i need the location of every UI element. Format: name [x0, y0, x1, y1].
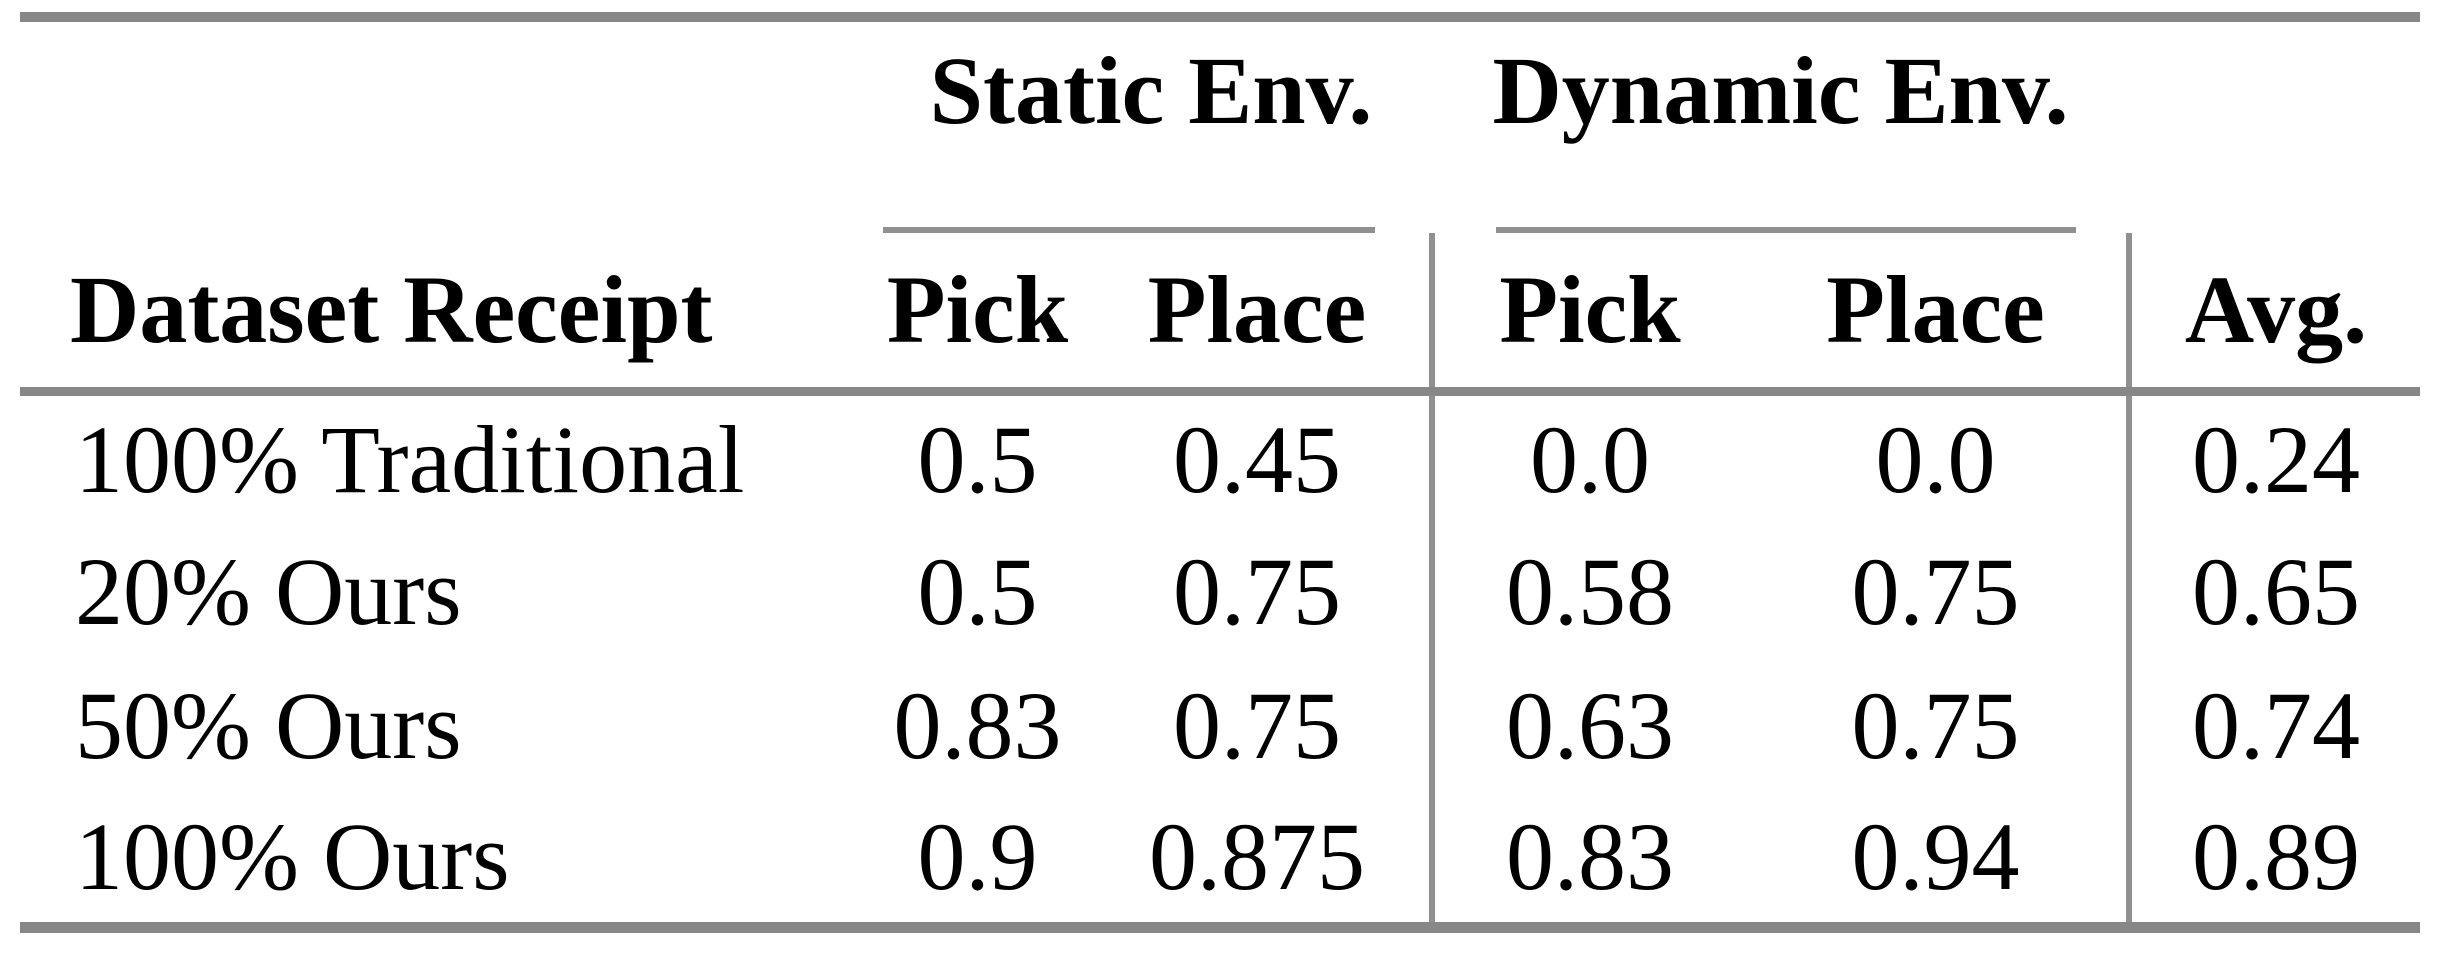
cell-static-pick: 0.83	[893, 672, 1062, 780]
group-header-static-env: Static Env.	[870, 17, 1432, 233]
cell-static-place: 0.75	[1173, 538, 1341, 646]
cell-dynamic-pick: 0.83	[1429, 793, 1746, 927]
cell-avg: 0.65	[2126, 525, 2421, 659]
group-header-static-env-label: Static Env.	[929, 37, 1373, 144]
cell-static-place: 0.45	[1173, 406, 1341, 514]
cell-dynamic-place: 0.75	[1851, 672, 2020, 780]
cell-static-pick: 0.9	[917, 803, 1038, 911]
table-row-20pct-ours: 20% Ours 0.5 0.75 0.58 0.75 0.65	[20, 525, 2421, 659]
group-header-spacer	[20, 17, 870, 233]
group-header-avg-spacer	[2129, 17, 2420, 233]
cell-dynamic-pick: 0.58	[1429, 525, 1746, 659]
col-header-static-place: Place	[1085, 233, 1433, 396]
row-label: 100% Ours	[75, 803, 510, 911]
cell-avg: 0.89	[2126, 793, 2421, 927]
col-header-dynamic-place: Place	[1745, 233, 2130, 396]
cell-avg: 0.74	[2126, 659, 2421, 793]
cell-dynamic-place: 0.94	[1851, 803, 2020, 911]
column-header-row: Dataset Receipt Pick Place Pick Place Av…	[20, 233, 2421, 396]
table-row-50pct-ours: 50% Ours 0.83 0.75 0.63 0.75 0.74	[20, 659, 2421, 793]
col-header-avg: Avg.	[2126, 233, 2421, 396]
cell-avg: 0.24	[2126, 391, 2421, 525]
group-header-dynamic-env-label: Dynamic Env.	[1492, 37, 2069, 144]
static-env-underline-rule	[883, 227, 1376, 233]
cell-dynamic-place: 0.75	[1851, 538, 2020, 646]
dynamic-env-underline-rule	[1496, 227, 2077, 233]
col-header-dynamic-pick: Pick	[1429, 233, 1746, 396]
cell-static-pick: 0.5	[917, 406, 1038, 514]
group-header-row: Static Env. Dynamic Env.	[20, 17, 2420, 233]
row-label: 100% Traditional	[75, 406, 745, 514]
col-header-static-pick: Pick	[870, 233, 1085, 396]
cell-dynamic-pick: 0.0	[1429, 391, 1746, 525]
corner-header-dataset-receipt: Dataset Receipt	[20, 233, 870, 396]
results-table: Static Env. Dynamic Env. Dataset Receipt…	[20, 12, 2421, 933]
group-header-dynamic-env: Dynamic Env.	[1432, 17, 2129, 233]
cell-static-pick: 0.5	[917, 538, 1038, 646]
cell-static-place: 0.75	[1173, 672, 1341, 780]
table-row-100pct-traditional: 100% Traditional 0.5 0.45 0.0 0.0 0.24	[20, 391, 2421, 525]
cell-dynamic-place: 0.0	[1875, 406, 1996, 514]
cell-static-place: 0.875	[1149, 803, 1365, 911]
table-row-100pct-ours: 100% Ours 0.9 0.875 0.83 0.94 0.89	[20, 793, 2421, 927]
cell-dynamic-pick: 0.63	[1429, 659, 1746, 793]
row-label: 20% Ours	[75, 538, 462, 646]
row-label: 50% Ours	[75, 672, 462, 780]
